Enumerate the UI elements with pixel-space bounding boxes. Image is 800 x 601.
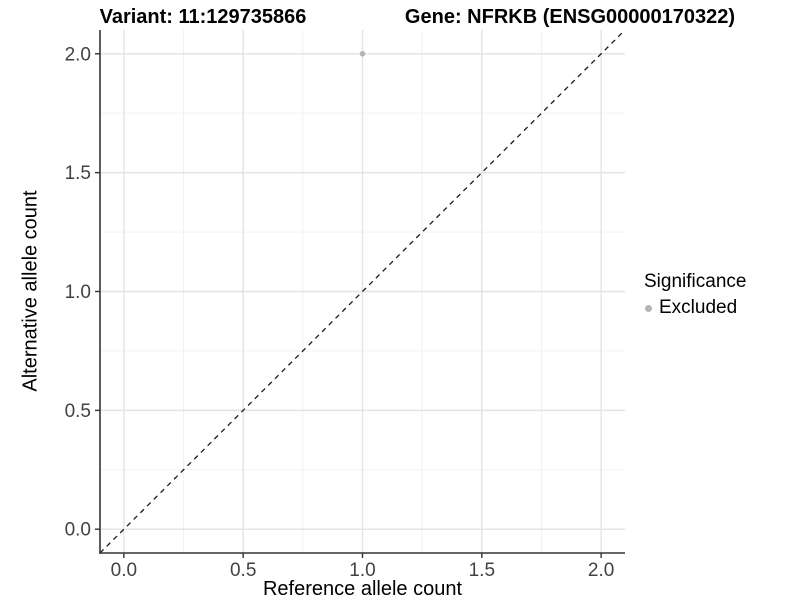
plot-title-gene: Gene: NFRKB (ENSG00000170322): [404, 6, 736, 28]
y-tick-label: 2.0: [65, 44, 91, 65]
x-tick-label: 1.5: [469, 560, 495, 581]
plot-title-variant: Variant: 11:129735866: [99, 6, 307, 28]
legend-item-label: Excluded: [659, 297, 738, 318]
x-tick-label: 0.0: [111, 560, 137, 581]
data-point: [359, 50, 366, 57]
legend: Significance Excluded: [644, 271, 746, 319]
y-tick-label: 1.0: [65, 282, 91, 303]
y-tick-label: 1.5: [65, 163, 91, 184]
y-tick-label: 0.5: [65, 401, 91, 422]
y-tick-label: 0.0: [65, 520, 91, 541]
x-tick-label: 2.0: [588, 560, 614, 581]
x-tick-label: 1.0: [349, 560, 375, 581]
legend-item-excluded: Excluded: [644, 297, 746, 319]
y-axis-title: Alternative allele count: [19, 190, 42, 392]
identity-line: [99, 29, 626, 554]
x-tick-label: 0.5: [230, 560, 256, 581]
legend-title: Significance: [644, 271, 747, 292]
x-axis-title: Reference allele count: [262, 578, 462, 600]
legend-point-icon: [645, 304, 652, 312]
